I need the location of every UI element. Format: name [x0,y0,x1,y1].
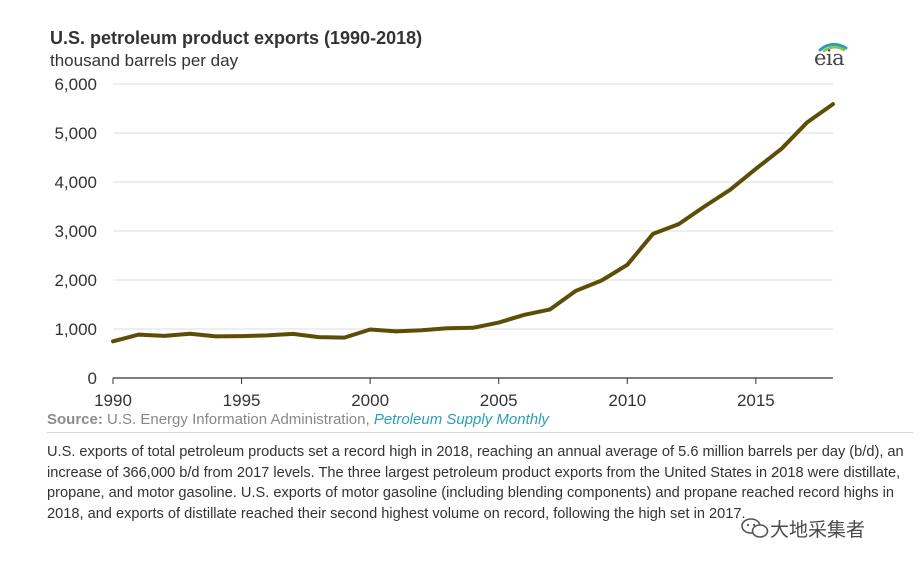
x-tick-label: 1995 [223,391,261,410]
y-tick-label: 6,000 [54,75,97,94]
data-point [214,334,218,338]
data-point [497,321,501,325]
x-tick-label: 2005 [480,391,518,410]
y-tick-label: 4,000 [54,173,97,192]
data-point [265,333,269,337]
data-point [728,188,732,192]
source-line: Source: U.S. Energy Information Administ… [47,411,549,428]
data-point [805,120,809,124]
y-tick-label: 2,000 [54,271,97,290]
divider [47,432,913,433]
data-point [677,222,681,226]
logo-arc-icon [818,43,848,53]
source-label: Source: [47,411,103,428]
chart-subtitle: thousand barrels per day [50,51,239,70]
watermark-text: 大地采集者 [770,519,866,541]
data-point [291,332,295,336]
x-tick-label: 2015 [737,391,775,410]
data-point [240,334,244,338]
caption-text: U.S. exports of total petroleum products… [47,444,904,522]
y-tick-label: 5,000 [54,124,97,143]
data-point [780,147,784,151]
data-point [368,328,372,332]
y-tick-label: 3,000 [54,222,97,241]
data-point [651,232,655,236]
data-point [702,205,706,209]
source-link[interactable]: Petroleum Supply Monthly [373,411,549,428]
y-tick-label: 1,000 [54,320,97,339]
data-point [111,339,115,343]
logo-text: eia [814,46,845,70]
eia-logo: eia [802,38,858,74]
data-point [548,307,552,311]
x-tick-label: 2010 [608,391,646,410]
y-tick-label: 0 [88,369,97,388]
data-point [600,279,604,283]
data-point [574,289,578,293]
watermark: 大地采集者 [740,513,910,541]
series-line [111,102,835,344]
chart-title: U.S. petroleum product exports (1990-201… [50,28,423,48]
data-point [420,328,424,332]
data-point [831,102,835,106]
source-text: U.S. Energy Information Administration, [107,411,374,428]
x-tick-label: 2000 [351,391,389,410]
data-point [471,326,475,330]
data-point [394,329,398,333]
data-point [342,336,346,340]
data-point [317,335,321,339]
data-point [522,313,526,317]
data-point [162,334,166,338]
line-chart: 0 1,000 2,000 3,000 4,000 5,000 6,000 1990 1995 2… [54,75,835,410]
wechat-icon [741,518,769,538]
data-point [445,326,449,330]
data-point [625,263,629,267]
data-point [754,167,758,171]
x-tick-label: 1990 [94,391,132,410]
data-point [188,332,192,336]
data-point [137,333,141,337]
